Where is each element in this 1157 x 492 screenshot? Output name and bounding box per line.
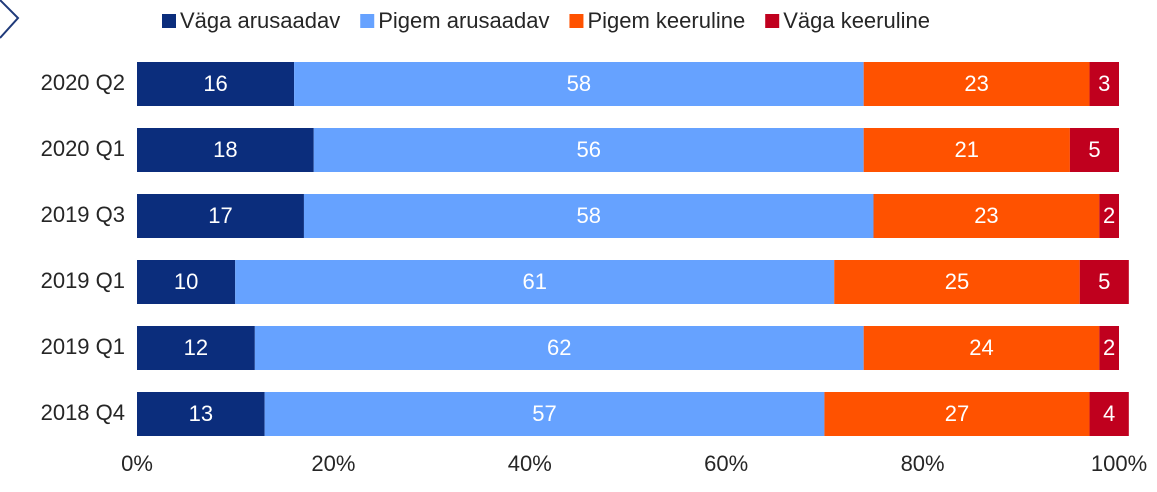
bar-segment <box>863 128 1070 172</box>
bar-segment <box>1099 194 1119 238</box>
data-label: 5 <box>1088 137 1100 162</box>
x-tick-label: 40% <box>508 451 552 476</box>
y-tick-label: 2020 Q2 <box>41 70 125 95</box>
x-tick-label: 80% <box>901 451 945 476</box>
bar-segment <box>824 392 1090 436</box>
legend-swatch <box>360 14 375 28</box>
legend-swatch <box>765 14 780 28</box>
data-label: 57 <box>532 401 556 426</box>
bar-segment <box>137 194 304 238</box>
bar-segment <box>294 62 864 106</box>
data-label: 17 <box>208 203 232 228</box>
y-tick-label: 2019 Q3 <box>41 202 125 227</box>
bar-segment <box>1089 392 1129 436</box>
bar-segment <box>137 260 236 304</box>
bar-segment <box>137 392 265 436</box>
data-label: 25 <box>945 269 969 294</box>
data-label: 27 <box>945 401 969 426</box>
bar-segment <box>1069 128 1119 172</box>
data-label: 62 <box>547 335 571 360</box>
y-tick-label: 2019 Q1 <box>41 334 125 359</box>
bar-segment <box>834 260 1080 304</box>
bar-segment <box>235 260 835 304</box>
data-label: 2 <box>1103 203 1115 228</box>
legend-label: Väga keeruline <box>783 8 930 33</box>
legend-swatch <box>569 14 584 28</box>
x-tick-label: 100% <box>1091 451 1147 476</box>
bar-segment <box>137 326 255 370</box>
bar-segment <box>264 392 825 436</box>
legend-label: Väga arusaadav <box>180 8 340 33</box>
legend-label: Pigem keeruline <box>587 8 745 33</box>
bar-segment <box>137 128 314 172</box>
bar-segment <box>1079 260 1129 304</box>
bar-segment <box>313 128 864 172</box>
data-label: 61 <box>522 269 546 294</box>
data-label: 24 <box>969 335 993 360</box>
bar-segment <box>863 326 1100 370</box>
bar-segment <box>303 194 874 238</box>
x-tick-label: 60% <box>704 451 748 476</box>
bar-segment <box>137 62 295 106</box>
data-label: 16 <box>203 71 227 96</box>
decoration-chevron <box>0 0 20 39</box>
data-label: 18 <box>213 137 237 162</box>
data-label: 12 <box>184 335 208 360</box>
data-label: 56 <box>576 137 600 162</box>
data-label: 23 <box>964 71 988 96</box>
y-tick-label: 2018 Q4 <box>41 400 125 425</box>
data-label: 3 <box>1098 71 1110 96</box>
bar-segment <box>1089 62 1119 106</box>
bar-segment <box>254 326 864 370</box>
x-tick-label: 0% <box>121 451 153 476</box>
data-label: 23 <box>974 203 998 228</box>
x-tick-label: 20% <box>311 451 355 476</box>
bar-segment <box>1099 326 1119 370</box>
data-label: 2 <box>1103 335 1115 360</box>
data-label: 10 <box>174 269 198 294</box>
y-tick-label: 2019 Q1 <box>41 268 125 293</box>
legend-swatch <box>162 14 176 28</box>
data-label: 13 <box>189 401 213 426</box>
data-label: 58 <box>567 71 591 96</box>
data-label: 5 <box>1098 269 1110 294</box>
data-label: 4 <box>1103 401 1115 426</box>
bar-segment <box>863 62 1090 106</box>
y-tick-label: 2020 Q1 <box>41 136 125 161</box>
legend-label: Pigem arusaadav <box>378 8 549 33</box>
data-label: 21 <box>955 137 979 162</box>
data-label: 58 <box>576 203 600 228</box>
bar-segment <box>873 194 1100 238</box>
